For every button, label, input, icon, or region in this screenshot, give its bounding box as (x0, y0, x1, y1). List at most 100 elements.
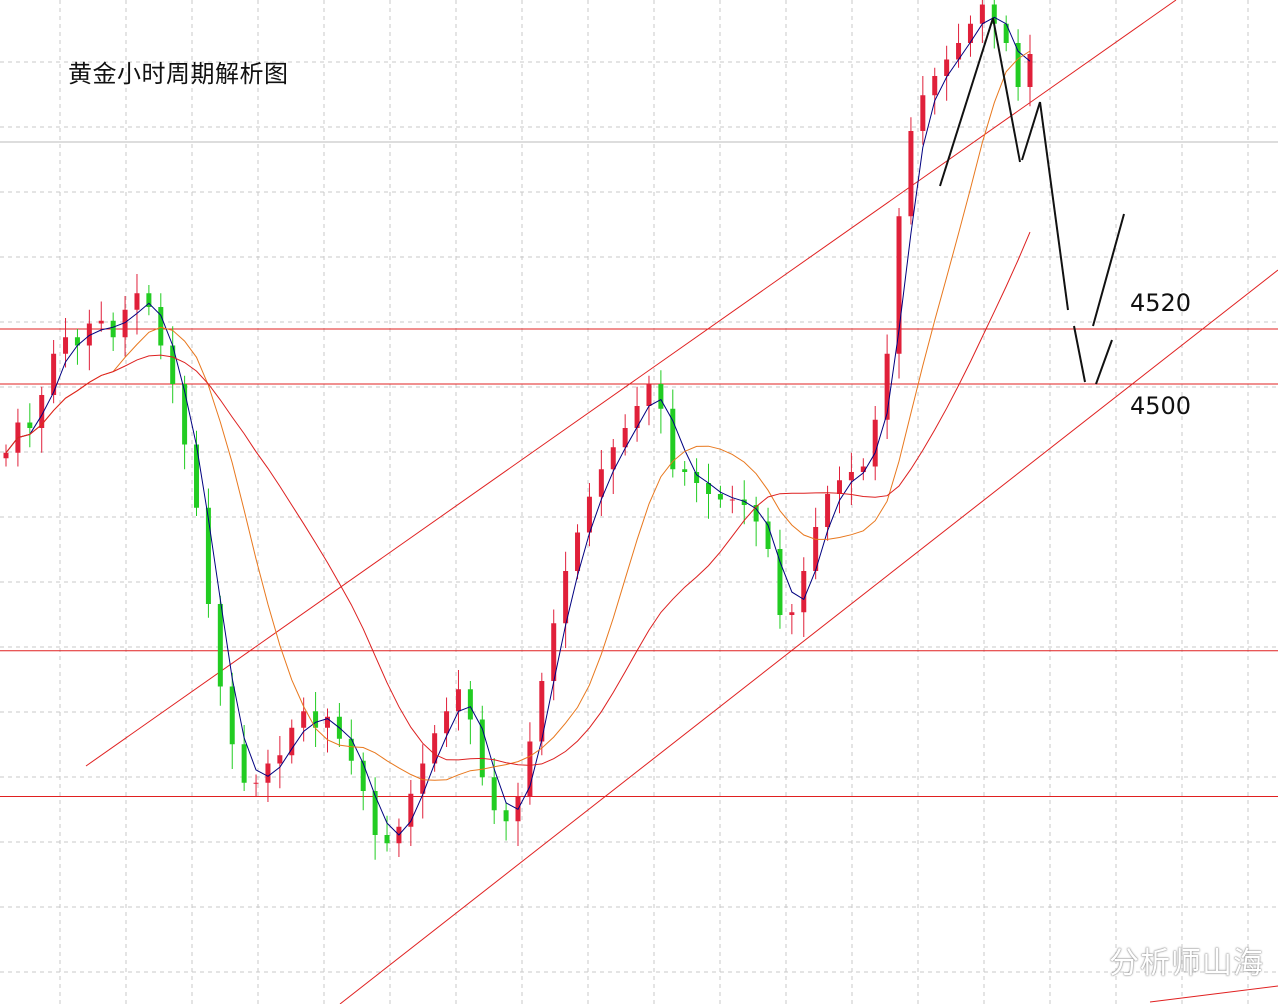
projection-segment (1092, 213, 1125, 327)
projection-segment (1039, 101, 1069, 311)
chart-title: 黄金小时周期解析图 (68, 60, 289, 88)
candle-body (920, 95, 926, 131)
candle-body (646, 384, 652, 406)
candle-body (717, 494, 723, 500)
candle-body (944, 59, 950, 76)
projection-path (939, 17, 1125, 385)
candle-body (1003, 23, 1009, 43)
candle-body (170, 345, 176, 384)
watermark: 分析师山海 (1109, 946, 1264, 981)
candle-body (98, 320, 104, 324)
candlesticks (3, 0, 1033, 860)
candle-body (444, 711, 450, 734)
candle-body (598, 469, 604, 497)
candle-body (217, 604, 223, 687)
candle-body (229, 686, 235, 745)
candle-body (289, 727, 295, 756)
channel-extra-line (1149, 985, 1278, 1003)
candle-body (110, 320, 116, 338)
candle-body (1015, 43, 1021, 87)
candle-body (241, 744, 247, 783)
candle-body (539, 681, 545, 742)
candle-body (467, 689, 473, 720)
moving-average-line (5, 231, 1031, 766)
candle-body (384, 835, 390, 844)
candle-body (182, 384, 188, 445)
candle-body (872, 419, 878, 467)
horizontal-levels (0, 328, 1278, 797)
candle-body (896, 216, 902, 354)
candle-body (122, 309, 128, 338)
candle-body (848, 472, 854, 481)
moving-average-line (5, 50, 1031, 781)
candle-body (801, 571, 807, 613)
candle-body (860, 466, 866, 472)
candle-body (753, 505, 759, 522)
projection-segment (1095, 339, 1113, 385)
candle-body (27, 422, 33, 428)
candle-body (479, 719, 485, 778)
candle-body (979, 4, 985, 24)
candle-body (765, 521, 771, 549)
candle-body (146, 293, 152, 307)
candle-body (622, 428, 628, 448)
candle-body (777, 549, 783, 615)
candle-body (967, 23, 973, 43)
projection-segment (1073, 325, 1086, 383)
candle-body (634, 406, 640, 428)
ascending-channel (85, 0, 1278, 1004)
channel-upper-line (85, 0, 1177, 767)
channel-lower-line (339, 269, 1278, 1004)
level-label-4500: 4500 (1130, 392, 1192, 420)
projection-segment (1021, 101, 1041, 161)
candle-body (575, 532, 581, 571)
candle-body (658, 384, 664, 409)
candle-body (3, 452, 9, 459)
level-label-4520: 4520 (1130, 289, 1192, 317)
moving-average-line (5, 16, 1031, 836)
candle-body (563, 571, 569, 624)
moving-averages (5, 16, 1031, 836)
candle-body (158, 307, 164, 346)
candle-body (253, 782, 259, 784)
projection-segment (939, 17, 994, 187)
candle-body (551, 623, 557, 681)
candle-body (360, 760, 366, 791)
candle-body (706, 483, 712, 494)
candle-body (908, 131, 914, 217)
candle-body (884, 353, 890, 420)
candle-body (610, 447, 616, 470)
candle-body (956, 43, 962, 60)
candle-body (503, 810, 509, 822)
candle-body (86, 323, 92, 346)
candle-body (991, 4, 997, 24)
candle-body (789, 612, 795, 615)
candle-body (932, 76, 938, 96)
candle-body (277, 755, 283, 764)
candle-body (265, 763, 271, 783)
candle-body (313, 711, 319, 728)
candle-body (348, 738, 354, 761)
candle-body (74, 337, 80, 346)
candle-body (420, 763, 426, 794)
candle-body (825, 494, 831, 527)
candle-body (1027, 54, 1033, 87)
candle-body (836, 480, 842, 494)
candle-body (205, 507, 211, 604)
candle-body (432, 733, 438, 764)
candle-body (39, 395, 45, 428)
candle-body (491, 777, 497, 811)
candle-body (694, 472, 700, 483)
candle-body (527, 741, 533, 797)
candle-body (324, 716, 330, 728)
candle-body (372, 791, 378, 835)
candle-body (741, 499, 747, 505)
candle-body (63, 337, 69, 354)
candle-body (670, 408, 676, 470)
candle-body (682, 469, 688, 472)
candle-body (729, 499, 735, 501)
candle-body (813, 527, 819, 571)
candle-body (408, 793, 414, 827)
